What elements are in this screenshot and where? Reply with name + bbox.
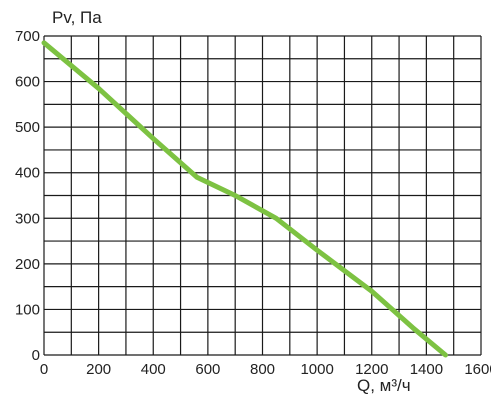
y-tick-label: 600 xyxy=(15,74,40,91)
y-tick-label: 400 xyxy=(15,165,40,182)
x-tick-label: 400 xyxy=(141,361,166,378)
y-tick-label: 700 xyxy=(15,28,40,45)
y-tick-label: 0 xyxy=(32,347,40,364)
x-tick-label: 0 xyxy=(40,361,48,378)
y-axis-title: Pv, Па xyxy=(52,8,102,27)
chart-grid xyxy=(43,35,482,356)
x-tick-label: 1600 xyxy=(464,361,491,378)
chart-series xyxy=(41,40,448,358)
x-axis-title: Q, м³/ч xyxy=(357,376,411,395)
y-tick-label: 300 xyxy=(15,210,40,227)
chart-tick-labels: 0 100 200 300 400 500 600 700 0 200 400 600 800 1000 1… xyxy=(15,28,491,378)
x-tick-label: 1400 xyxy=(410,361,443,378)
x-tick-label: 1000 xyxy=(300,361,333,378)
x-tick-label: 200 xyxy=(86,361,111,378)
x-tick-label: 600 xyxy=(195,361,220,378)
y-tick-label: 200 xyxy=(15,256,40,273)
y-tick-label: 100 xyxy=(15,301,40,318)
y-tick-label: 500 xyxy=(15,119,40,136)
x-tick-label: 1200 xyxy=(355,361,388,378)
series-line xyxy=(41,40,448,358)
x-tick-label: 800 xyxy=(250,361,275,378)
